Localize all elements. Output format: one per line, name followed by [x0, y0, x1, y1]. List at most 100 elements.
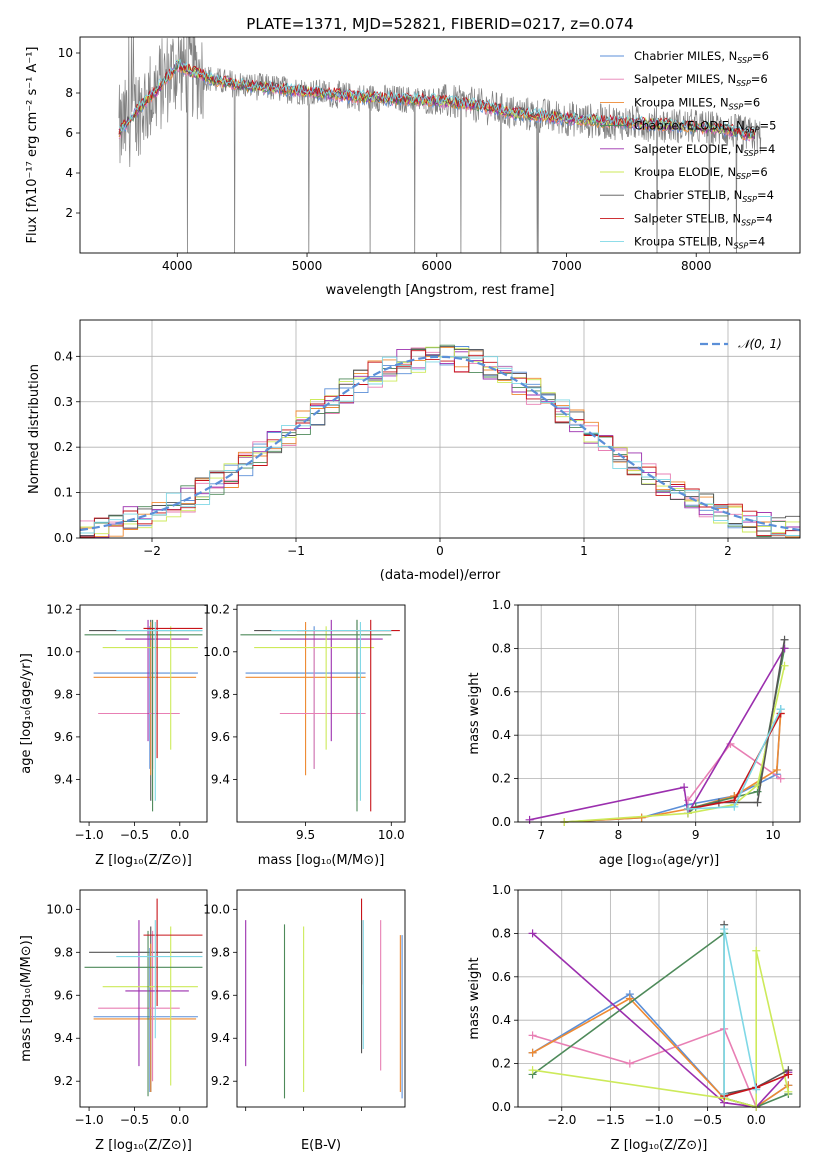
- weight-point: [776, 705, 785, 714]
- x-axis-label: Z [log₁₀(Z/Z⊙)]: [95, 853, 192, 868]
- legend-label: Chabrier ELODIE, NSSP=5: [634, 119, 776, 135]
- x-axis-label: (data-model)/error: [380, 568, 501, 583]
- y-axis-label: Normed distribution: [27, 364, 42, 494]
- y-axis-label: mass weight: [467, 957, 482, 1039]
- weight-point: [528, 1066, 537, 1075]
- x-tick-label: −2: [143, 544, 161, 558]
- weight-point: [752, 1085, 761, 1094]
- legend-label-text: Kroupa MILES, N: [634, 95, 729, 109]
- x-tick-label: −1.0: [75, 828, 104, 842]
- y-tick-label: 9.8: [211, 687, 230, 701]
- x-axis-label: age [log₁₀(age/yr)]: [599, 853, 720, 868]
- weight-point: [784, 1070, 793, 1079]
- legend-label: Kroupa MILES, NSSP=6: [634, 95, 760, 111]
- legend-label-text: Chabrier STELIB, N: [634, 188, 742, 202]
- y-tick-label: 10.2: [46, 602, 73, 616]
- y-axis-label: Flux [fλ10⁻¹⁷ erg cm⁻² s⁻¹ A⁻¹]: [25, 47, 40, 244]
- legend-label-sub: SSP: [741, 218, 756, 227]
- legend-label-text: Salpeter STELIB, N: [634, 211, 741, 225]
- x-tick-label: 9.5: [296, 828, 315, 842]
- x-tick-label: 0.0: [170, 828, 189, 842]
- legend-label: Chabrier STELIB, NSSP=4: [634, 188, 774, 204]
- legend-label: Salpeter ELODIE, NSSP=4: [634, 142, 775, 158]
- axes-frame: [236, 889, 406, 1108]
- y-tick-label: 0.0: [492, 815, 511, 829]
- weight-point: [720, 925, 729, 934]
- x-tick-label: 2: [724, 544, 732, 558]
- legend-label-suffix: =4: [758, 142, 775, 156]
- y-tick-label: 9.6: [54, 988, 73, 1002]
- y-tick-label: 9.4: [54, 772, 73, 786]
- y-tick-label: 8: [65, 86, 73, 100]
- weight-series: [529, 647, 786, 821]
- x-tick-label: 0.0: [747, 1113, 766, 1127]
- x-tick-label: 0.0: [170, 1113, 189, 1127]
- weight-point: [780, 661, 789, 670]
- y-tick-label: 0.3: [54, 395, 73, 409]
- histogram-series: [80, 356, 800, 536]
- legend-label-suffix: =6: [751, 72, 768, 86]
- x-tick-label: −1.5: [596, 1113, 625, 1127]
- y-tick-label: 9.6: [211, 988, 230, 1002]
- x-tick-label: −2.0: [547, 1113, 576, 1127]
- weight-point: [680, 783, 689, 792]
- x-tick-label: 8: [615, 828, 623, 842]
- legend-label: Chabrier MILES, NSSP=6: [634, 49, 769, 65]
- y-tick-label: 9.8: [211, 945, 230, 959]
- y-tick-label: 0.1: [54, 486, 73, 500]
- axes-frame: [517, 604, 801, 823]
- legend-label-suffix: =5: [760, 119, 777, 133]
- legend-label-sub: SSP: [744, 149, 759, 158]
- x-tick-label: 6000: [421, 259, 452, 273]
- x-tick-label: 9: [692, 828, 700, 842]
- x-axis-label: mass [log₁₀(M/M⊙)]: [258, 853, 385, 868]
- weight-point: [720, 1089, 729, 1098]
- weight-point: [752, 946, 761, 955]
- y-tick-label: 9.6: [54, 730, 73, 744]
- x-tick-label: 8000: [681, 259, 712, 273]
- weight-point: [625, 994, 634, 1003]
- y-tick-label: 0.2: [492, 1057, 511, 1071]
- observed-spectrum: [118, 37, 762, 253]
- y-tick-label: 0.2: [492, 772, 511, 786]
- gaussian-curve: [79, 355, 801, 532]
- histogram-series: [80, 346, 800, 537]
- x-tick-label: −0.5: [693, 1113, 722, 1127]
- y-tick-label: 0.8: [492, 926, 511, 940]
- weight-point: [753, 798, 762, 807]
- x-tick-label: 10: [765, 828, 780, 842]
- legend-label: 𝒩(0, 1): [738, 337, 782, 351]
- legend-label-suffix: =4: [756, 211, 773, 225]
- weight-point: [776, 774, 785, 783]
- axes-frame: [79, 319, 801, 539]
- legend-label-text: Chabrier ELODIE, N: [634, 119, 745, 133]
- weight-point: [683, 804, 692, 813]
- legend-label-suffix: =6: [751, 165, 768, 179]
- weight-point: [784, 1087, 793, 1096]
- y-tick-label: 0.2: [54, 440, 73, 454]
- y-tick-label: 9.8: [54, 687, 73, 701]
- legend-label-sub: SSP: [736, 79, 751, 88]
- legend-label-sub: SSP: [736, 172, 751, 181]
- y-tick-label: 9.6: [211, 730, 230, 744]
- x-axis-label: wavelength [Angstrom, rest frame]: [326, 283, 555, 298]
- legend-label-sub: SSP: [729, 102, 744, 111]
- x-axis-label: E(B-V): [301, 1138, 341, 1153]
- axes-frame: [79, 604, 208, 823]
- model-spectrum: [118, 58, 755, 137]
- legend-label-sub: SSP: [742, 195, 757, 204]
- spectrum-plot: [118, 37, 762, 253]
- axes-frame: [236, 604, 406, 823]
- legend-label-suffix: =6: [743, 95, 760, 109]
- y-axis-label: mass weight: [467, 672, 482, 754]
- x-tick-label: 10.0: [378, 828, 405, 842]
- y-tick-label: 10.0: [203, 902, 230, 916]
- y-tick-label: 6: [65, 126, 73, 140]
- weight-point: [525, 815, 534, 824]
- weight-point: [637, 813, 646, 822]
- y-tick-label: 10.0: [46, 645, 73, 659]
- legend-label-text: Salpeter MILES, N: [634, 72, 736, 86]
- legend-label: Salpeter STELIB, NSSP=4: [634, 211, 773, 227]
- y-tick-label: 1.0: [492, 883, 511, 897]
- y-tick-label: 0.0: [492, 1100, 511, 1114]
